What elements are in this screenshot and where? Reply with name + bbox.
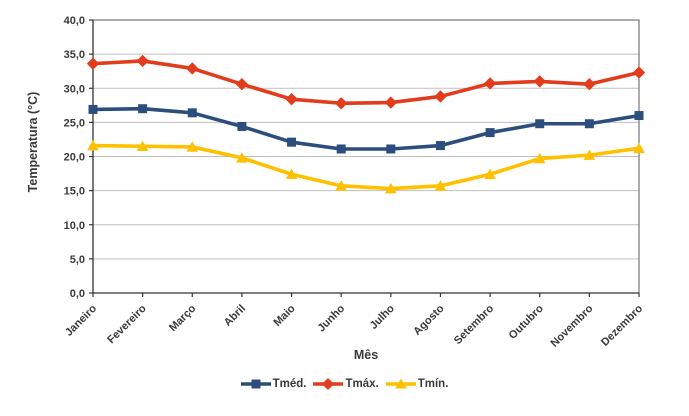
data-point-tmed-0 — [88, 104, 98, 114]
y-tick-label: 0,0 — [70, 288, 85, 300]
data-point-tmax-11 — [632, 66, 646, 79]
y-tick-label: 25,0 — [64, 117, 85, 129]
data-point-tmed-8 — [485, 128, 495, 138]
data-point-tmax-8 — [483, 77, 497, 90]
data-point-tmed-5 — [336, 144, 346, 154]
data-point-tmax-5 — [334, 97, 348, 110]
data-point-tmed-6 — [386, 144, 396, 154]
data-point-tmax-1 — [136, 54, 149, 68]
data-point-tmax-9 — [533, 75, 546, 88]
legend-item-tmin: Tmín. — [385, 377, 449, 391]
data-point-tmax-7 — [434, 90, 447, 103]
y-tick-label: 40,0 — [64, 15, 85, 27]
data-point-tmed-3 — [237, 121, 247, 131]
data-point-tmed-10 — [584, 119, 594, 129]
data-point-tmin-1 — [136, 140, 149, 152]
data-point-tmed-2 — [187, 108, 197, 118]
data-point-tmed-11 — [634, 111, 644, 121]
series-line-tmax — [91, 59, 641, 106]
legend-label: Tméd. — [272, 378, 307, 390]
data-point-tmin-11 — [633, 142, 645, 154]
data-point-tmed-4 — [287, 137, 297, 147]
legend-item-tmed: Tméd. — [240, 377, 307, 391]
data-point-tmax-2 — [186, 62, 199, 75]
legend-label: Tmín. — [417, 378, 449, 390]
y-tick-label: 15,0 — [64, 186, 85, 198]
legend-square-icon — [240, 379, 271, 389]
x-axis-title: Mês — [353, 348, 379, 362]
x-tick-label: Setembro — [452, 302, 497, 347]
x-tick-label: Janeiro — [63, 302, 99, 338]
y-tick-label: 20,0 — [64, 152, 85, 164]
data-point-tmin-4 — [285, 168, 298, 180]
y-tick-label: 10,0 — [64, 220, 85, 232]
series-line-tmin — [91, 143, 641, 191]
data-point-tmin-6 — [385, 182, 397, 194]
legend-diamond-icon — [313, 378, 344, 390]
data-point-tmed-1 — [138, 104, 148, 114]
data-point-tmed-7 — [435, 141, 445, 151]
x-tick-label: Março — [167, 302, 199, 334]
x-tick-label: Julho — [368, 302, 397, 331]
data-point-tmin-9 — [533, 152, 546, 164]
x-tick-label: Agosto — [411, 302, 446, 337]
data-point-tmin-10 — [583, 149, 596, 160]
data-point-tmin-2 — [186, 141, 199, 152]
series-line-tmed — [91, 106, 641, 151]
x-tick-label: Abril — [222, 303, 248, 329]
x-tick-label: Dezembro — [599, 302, 645, 348]
data-point-tmax-0 — [86, 57, 100, 70]
chart-legend: Tméd. Tmáx. Tmín. — [0, 374, 689, 394]
data-point-tmed-9 — [535, 119, 545, 129]
legend-label: Tmáx. — [345, 378, 379, 390]
data-point-tmax-6 — [384, 96, 398, 109]
data-point-tmin-5 — [335, 180, 347, 191]
data-point-tmin-8 — [484, 168, 496, 180]
y-tick-label: 30,0 — [64, 83, 85, 95]
data-point-tmin-0 — [87, 139, 99, 151]
x-tick-label: Fevereiro — [105, 302, 149, 346]
y-axis-title: Temperatura (°C) — [26, 91, 40, 193]
x-tick-label: Junho — [315, 302, 347, 334]
x-tick-label: Outubro — [507, 302, 546, 341]
legend-item-tmax: Tmáx. — [313, 377, 379, 391]
y-tick-label: 5,0 — [70, 254, 85, 266]
data-point-tmax-4 — [285, 92, 298, 106]
y-tick-label: 35,0 — [64, 49, 85, 61]
x-tick-label: Novembro — [549, 302, 596, 349]
data-point-tmin-3 — [236, 152, 248, 163]
data-point-tmin-7 — [434, 180, 447, 191]
legend-triangle-icon — [385, 378, 416, 389]
x-tick-label: Maio — [271, 302, 297, 328]
data-point-tmax-10 — [583, 77, 596, 91]
data-point-tmax-3 — [235, 77, 249, 91]
